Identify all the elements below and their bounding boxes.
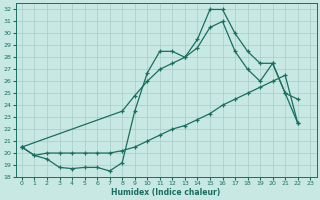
X-axis label: Humidex (Indice chaleur): Humidex (Indice chaleur) [111, 188, 221, 197]
